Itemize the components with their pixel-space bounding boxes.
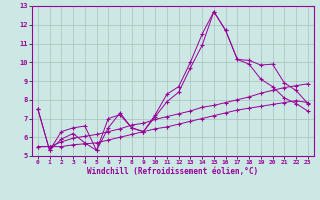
X-axis label: Windchill (Refroidissement éolien,°C): Windchill (Refroidissement éolien,°C): [87, 167, 258, 176]
